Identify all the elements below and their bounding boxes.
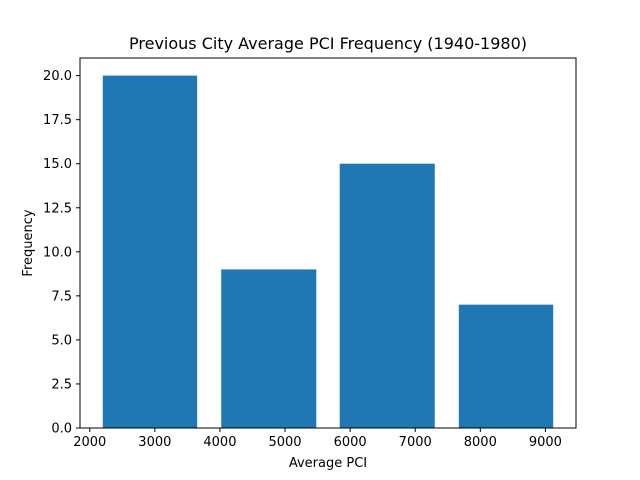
x-tick-label: 3000 [138, 435, 171, 450]
bar-4 [458, 304, 554, 428]
x-tick-label: 4000 [203, 435, 236, 450]
y-tick-label: 5.0 [51, 333, 72, 348]
y-tick-label: 12.5 [43, 201, 72, 216]
y-tick-label: 0.0 [51, 422, 72, 437]
y-tick-label: 15.0 [43, 157, 72, 172]
y-tick-label: 10.0 [43, 245, 72, 260]
x-tick-label: 7000 [399, 435, 432, 450]
axes-frame [79, 57, 577, 429]
y-tick-label: 17.5 [43, 113, 72, 128]
bar-3 [339, 163, 435, 428]
y-axis-ticks: 0.0 2.5 5.0 7.5 10.0 12.5 15.0 17.5 20.0 [43, 69, 80, 437]
y-tick-label: 20.0 [43, 69, 72, 84]
chart-title: Previous City Average PCI Frequency (194… [129, 34, 527, 53]
x-tick-label: 5000 [268, 435, 301, 450]
y-tick-label: 2.5 [51, 377, 72, 392]
y-tick-label: 7.5 [51, 289, 72, 304]
bar-2 [221, 269, 317, 428]
x-tick-label: 8000 [464, 435, 497, 450]
x-tick-label: 2000 [73, 435, 106, 450]
x-axis-ticks: 2000 3000 4000 5000 6000 7000 8000 9000 [73, 428, 562, 450]
bars-group [102, 75, 554, 429]
bar-1 [102, 75, 198, 429]
x-axis-label: Average PCI [289, 456, 367, 471]
y-axis-label: Frequency [21, 209, 36, 276]
x-tick-label: 6000 [334, 435, 367, 450]
x-tick-label: 9000 [529, 435, 562, 450]
